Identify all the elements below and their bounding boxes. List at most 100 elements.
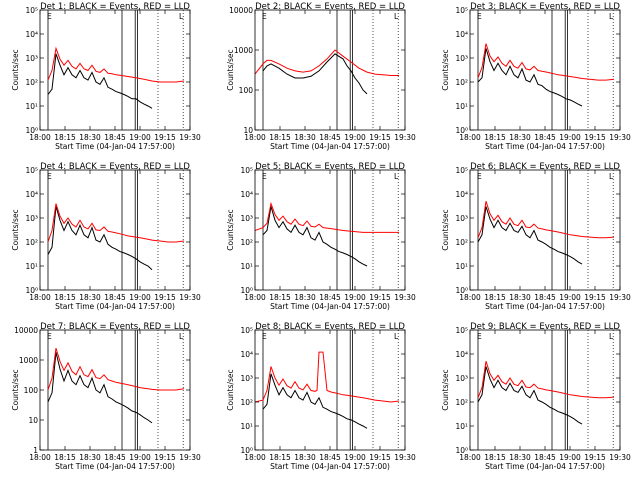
x-tick-label: 18:15 bbox=[484, 453, 506, 462]
marker-e: E bbox=[477, 332, 482, 341]
x-tick-label: 18:15 bbox=[54, 293, 76, 302]
x-tick-label: 19:15 bbox=[584, 453, 606, 462]
marker-e: E bbox=[477, 172, 482, 181]
y-tick-label: 10² bbox=[240, 238, 253, 247]
y-tick-label: 10⁵ bbox=[240, 166, 253, 175]
marker-e: E bbox=[47, 172, 52, 181]
y-tick-label: 10² bbox=[455, 78, 468, 87]
y-tick-label: 10⁰ bbox=[25, 286, 38, 295]
detector-panel-5: E L 18:00 18:15 18:30 18:45 19:00 19:15 19:30 10⁰… bbox=[226, 162, 416, 311]
y-axis-label: Counts/sec bbox=[226, 369, 235, 410]
detector-panel-6: E L 18:00 18:15 18:30 18:45 19:00 19:15 19:30 10⁰… bbox=[441, 162, 631, 311]
series-events bbox=[47, 53, 153, 109]
y-tick-label: 10³ bbox=[455, 214, 468, 223]
x-tick-label: 18:45 bbox=[534, 133, 556, 142]
x-tick-label: 19:30 bbox=[179, 133, 201, 142]
y-tick-label: 10⁴ bbox=[25, 190, 38, 199]
series-lld bbox=[47, 203, 185, 243]
x-tick-label: 19:00 bbox=[344, 293, 366, 302]
y-tick-label: 10² bbox=[25, 238, 38, 247]
x-tick-label: 18:00 bbox=[244, 133, 266, 142]
x-tick-label: 19:15 bbox=[584, 133, 606, 142]
y-tick-label: 10² bbox=[240, 398, 253, 407]
x-tick-label: 18:00 bbox=[244, 293, 266, 302]
detector-panel-9: E L 18:00 18:15 18:30 18:45 19:00 19:15 19:30 10⁰… bbox=[441, 322, 631, 471]
series-lld bbox=[477, 201, 615, 239]
y-tick-label: 10⁰ bbox=[455, 126, 468, 135]
y-tick-label: 10³ bbox=[455, 374, 468, 383]
panel-title: Det 7: BLACK = Events, RED = LLD bbox=[40, 322, 190, 332]
x-tick-label: 19:30 bbox=[609, 453, 631, 462]
marker-e: E bbox=[262, 172, 267, 181]
x-tick-label: 18:30 bbox=[79, 293, 101, 302]
y-tick-label: 10000 bbox=[229, 6, 253, 15]
x-tick-label: 18:15 bbox=[269, 453, 291, 462]
x-tick-label: 18:45 bbox=[104, 453, 126, 462]
marker-l: L bbox=[179, 172, 184, 181]
x-axis-label: Start Time (04-Jan-04 17:57:00) bbox=[485, 142, 605, 151]
marker-l: L bbox=[609, 172, 614, 181]
y-tick-label: 10¹ bbox=[240, 422, 253, 431]
x-tick-label: 18:15 bbox=[54, 133, 76, 142]
panel-title: Det 3: BLACK = Events, RED = LLD bbox=[470, 2, 620, 12]
x-tick-label: 19:30 bbox=[394, 133, 416, 142]
y-axis-label: Counts/sec bbox=[441, 49, 450, 90]
y-axis-label: Counts/sec bbox=[226, 49, 235, 90]
x-axis-label: Start Time (04-Jan-04 17:57:00) bbox=[485, 302, 605, 311]
x-tick-label: 18:00 bbox=[459, 293, 481, 302]
marker-e: E bbox=[477, 12, 482, 21]
y-tick-label: 10³ bbox=[25, 54, 38, 63]
x-axis-label: Start Time (04-Jan-04 17:57:00) bbox=[270, 302, 390, 311]
detector-panel-8: E L 18:00 18:15 18:30 18:45 19:00 19:15 19:30 10⁰… bbox=[226, 322, 416, 471]
series-lld bbox=[47, 46, 185, 83]
x-tick-label: 18:45 bbox=[534, 453, 556, 462]
y-tick-label: 10 bbox=[243, 126, 253, 135]
x-tick-label: 18:15 bbox=[484, 293, 506, 302]
x-axis-label: Start Time (04-Jan-04 17:57:00) bbox=[55, 302, 175, 311]
series-events bbox=[477, 206, 583, 265]
x-tick-label: 18:30 bbox=[294, 453, 316, 462]
panel-title: Det 2: BLACK = Events, RED = LLD bbox=[255, 2, 405, 12]
panel-title: Det 8: BLACK = Events, RED = LLD bbox=[255, 322, 405, 332]
series-events bbox=[262, 53, 368, 95]
y-tick-label: 10³ bbox=[240, 374, 253, 383]
x-tick-label: 19:00 bbox=[559, 133, 581, 142]
plot-frame bbox=[254, 169, 406, 291]
x-tick-label: 18:45 bbox=[319, 133, 341, 142]
x-axis-label: Start Time (04-Jan-04 17:57:00) bbox=[55, 142, 175, 151]
series-lld bbox=[255, 201, 399, 233]
y-axis-label: Counts/sec bbox=[441, 369, 450, 410]
y-tick-label: 100 bbox=[239, 86, 254, 95]
y-tick-label: 10⁵ bbox=[25, 6, 38, 15]
y-axis-label: Counts/sec bbox=[11, 369, 20, 410]
panel-title: Det 9: BLACK = Events, RED = LLD bbox=[470, 322, 620, 332]
y-tick-label: 10⁵ bbox=[455, 6, 468, 15]
series-events bbox=[47, 206, 153, 271]
series-events bbox=[262, 206, 368, 267]
x-tick-label: 19:15 bbox=[154, 453, 176, 462]
x-tick-label: 19:15 bbox=[369, 293, 391, 302]
x-tick-label: 19:00 bbox=[129, 133, 151, 142]
y-tick-label: 10⁵ bbox=[455, 166, 468, 175]
x-tick-label: 18:15 bbox=[269, 133, 291, 142]
y-tick-label: 10⁵ bbox=[25, 166, 38, 175]
panel-title: Det 6: BLACK = Events, RED = LLD bbox=[470, 162, 620, 172]
marker-l: L bbox=[609, 12, 614, 21]
x-tick-label: 19:00 bbox=[344, 133, 366, 142]
x-tick-label: 18:30 bbox=[79, 133, 101, 142]
x-tick-label: 19:30 bbox=[179, 293, 201, 302]
x-tick-label: 19:15 bbox=[154, 133, 176, 142]
x-tick-label: 19:00 bbox=[344, 453, 366, 462]
marker-l: L bbox=[394, 12, 399, 21]
detector-panel-2: E L 18:00 18:15 18:30 18:45 19:00 19:15 19:30 10 1… bbox=[226, 2, 416, 151]
x-tick-label: 18:15 bbox=[269, 293, 291, 302]
x-tick-label: 19:15 bbox=[369, 133, 391, 142]
marker-l: L bbox=[179, 332, 184, 341]
y-axis-label: Counts/sec bbox=[226, 209, 235, 250]
x-tick-label: 19:00 bbox=[129, 293, 151, 302]
y-tick-label: 10000 bbox=[14, 326, 38, 335]
x-tick-label: 18:00 bbox=[29, 453, 51, 462]
y-tick-label: 10⁰ bbox=[455, 286, 468, 295]
x-tick-label: 18:15 bbox=[484, 133, 506, 142]
